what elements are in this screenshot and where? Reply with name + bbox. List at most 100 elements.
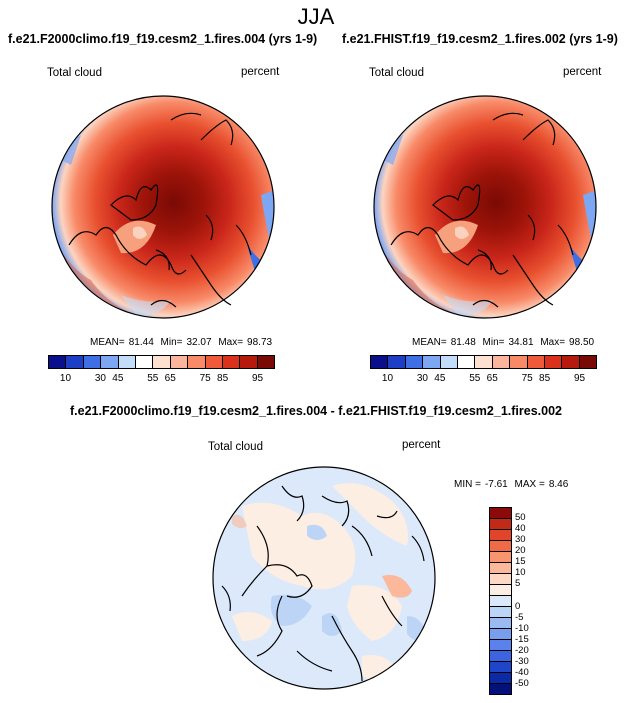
colorbar-cell xyxy=(101,356,119,368)
colorbar-cell xyxy=(440,356,458,368)
colorbar-cell xyxy=(510,356,528,368)
diff-units-label: percent xyxy=(402,439,441,451)
colorbar-tick-label: 55 xyxy=(147,373,159,384)
colorbar-cell xyxy=(490,618,511,629)
colorbar-tick-label: 75 xyxy=(199,373,211,384)
panel-left-stats: MEAN= 81.44 Min= 32.07 Max= 98.73 xyxy=(90,337,276,348)
colorbar-cell xyxy=(371,356,389,368)
colorbar-tick-label: 45 xyxy=(434,373,446,384)
colorbar-tick-label: 10 xyxy=(381,373,394,384)
colorbar-tick-label: 20 xyxy=(515,545,526,557)
colorbar-tick-label: -40 xyxy=(515,666,529,678)
colorbar-cell xyxy=(562,356,580,368)
colorbar-tick-label: 10 xyxy=(515,567,526,579)
colorbar-cell xyxy=(490,596,511,607)
colorbar-cell xyxy=(527,356,545,368)
max-value: 98.50 xyxy=(569,337,595,348)
mean-value: 81.44 xyxy=(128,337,154,348)
colorbar-tick-label: -5 xyxy=(515,611,524,623)
panel-left-units-label: percent xyxy=(241,66,280,78)
colorbar-tick-label: 85 xyxy=(539,373,551,384)
colorbar-cell xyxy=(490,552,511,563)
polar-map-diff xyxy=(212,466,436,690)
colorbar-tick-label: 55 xyxy=(469,373,481,384)
colorbar-cell xyxy=(83,356,102,368)
polar-map-left xyxy=(51,95,275,319)
colorbar-left xyxy=(48,355,275,369)
colorbar-tick-label: 0 xyxy=(515,600,521,612)
max-label: Max= xyxy=(218,337,244,348)
diff-stats: MIN = -7.61 MAX = 8.46 xyxy=(454,479,572,490)
colorbar-cell xyxy=(222,356,241,368)
diff-title: f.e21.F2000climo.f19_f19.cesm2_1.fires.0… xyxy=(70,404,562,418)
panel-left-title: f.e21.F2000climo.f19_f19.cesm2_1.fires.0… xyxy=(8,32,318,46)
mean-label: MEAN= xyxy=(90,337,125,348)
panel-right-variable-label: Total cloud xyxy=(369,67,424,79)
colorbar-tick-label: 30 xyxy=(515,534,526,546)
season-title: JJA xyxy=(297,4,335,29)
colorbar-cell xyxy=(49,356,67,368)
colorbar-cell xyxy=(490,585,511,596)
panel-right-stats: MEAN= 81.48 Min= 34.81 Max= 98.50 xyxy=(412,337,598,348)
panel-right-units-label: percent xyxy=(563,66,602,78)
colorbar-cell xyxy=(490,651,511,662)
colorbar-cell xyxy=(118,356,136,368)
colorbar-cell xyxy=(579,356,597,368)
mean-label: MEAN= xyxy=(412,337,447,348)
min-value: 34.81 xyxy=(508,337,534,348)
colorbar-diff xyxy=(489,507,512,695)
colorbar-cell xyxy=(490,629,511,640)
colorbar-cell xyxy=(490,662,511,673)
colorbar-cell xyxy=(475,356,493,368)
colorbar-tick-label: -10 xyxy=(515,622,529,634)
colorbar-cell xyxy=(490,607,511,618)
min-label: Min= xyxy=(482,337,505,348)
polar-map-right xyxy=(373,95,597,319)
colorbar-tick-label: -30 xyxy=(515,655,529,667)
colorbar-cell xyxy=(153,356,171,368)
colorbar-tick-label: 40 xyxy=(515,523,526,535)
colorbar-cell xyxy=(490,684,511,694)
max-label: Max= xyxy=(540,337,566,348)
colorbar-cell xyxy=(490,519,511,530)
colorbar-cell xyxy=(205,356,223,368)
colorbar-tick-label: 15 xyxy=(515,556,526,568)
colorbar-cell xyxy=(405,356,424,368)
colorbar-cell xyxy=(423,356,441,368)
colorbar-tick-label: 10 xyxy=(59,373,72,384)
max-value: 98.73 xyxy=(247,337,273,348)
colorbar-cell xyxy=(135,356,154,368)
colorbar-tick-label: -20 xyxy=(515,644,529,656)
colorbar-tick-label: 95 xyxy=(573,373,586,384)
colorbar-cell xyxy=(490,508,511,519)
colorbar-cell xyxy=(544,356,563,368)
colorbar-tick-label: 65 xyxy=(486,373,498,384)
colorbar-tick-label: 75 xyxy=(521,373,533,384)
colorbar-cell xyxy=(490,574,511,585)
colorbar-cell xyxy=(492,356,511,368)
colorbar-tick-label: 65 xyxy=(164,373,176,384)
colorbar-tick-label: 30 xyxy=(416,373,428,384)
colorbar-cell xyxy=(188,356,206,368)
diff-variable-label: Total cloud xyxy=(208,441,263,453)
colorbar-cell xyxy=(490,530,511,541)
min-value: -7.61 xyxy=(484,479,508,490)
colorbar-cell xyxy=(490,673,511,684)
max-label: MAX = xyxy=(514,479,545,490)
colorbar-diff-ticks: 50 40 30 20 15 10 5 0 -5 -10 -15 -20 -30 -40 -50 xyxy=(515,507,545,695)
colorbar-cell xyxy=(170,356,189,368)
colorbar-tick-label: 85 xyxy=(217,373,229,384)
colorbar-cell xyxy=(66,356,84,368)
panel-left-variable-label: Total cloud xyxy=(47,67,102,79)
min-label: MIN = xyxy=(454,479,481,490)
colorbar-cell xyxy=(490,640,511,651)
colorbar-cell xyxy=(240,356,258,368)
colorbar-cell xyxy=(490,541,511,552)
colorbar-tick-label: 5 xyxy=(515,578,521,590)
colorbar-tick-label: -50 xyxy=(515,677,529,689)
mean-value: 81.48 xyxy=(450,337,476,348)
colorbar-tick-label: 50 xyxy=(515,512,526,524)
colorbar-cell xyxy=(490,563,511,574)
panel-right-title: f.e21.FHIST.f19_f19.cesm2_1.fires.002 (y… xyxy=(342,32,618,46)
colorbar-cell xyxy=(457,356,476,368)
